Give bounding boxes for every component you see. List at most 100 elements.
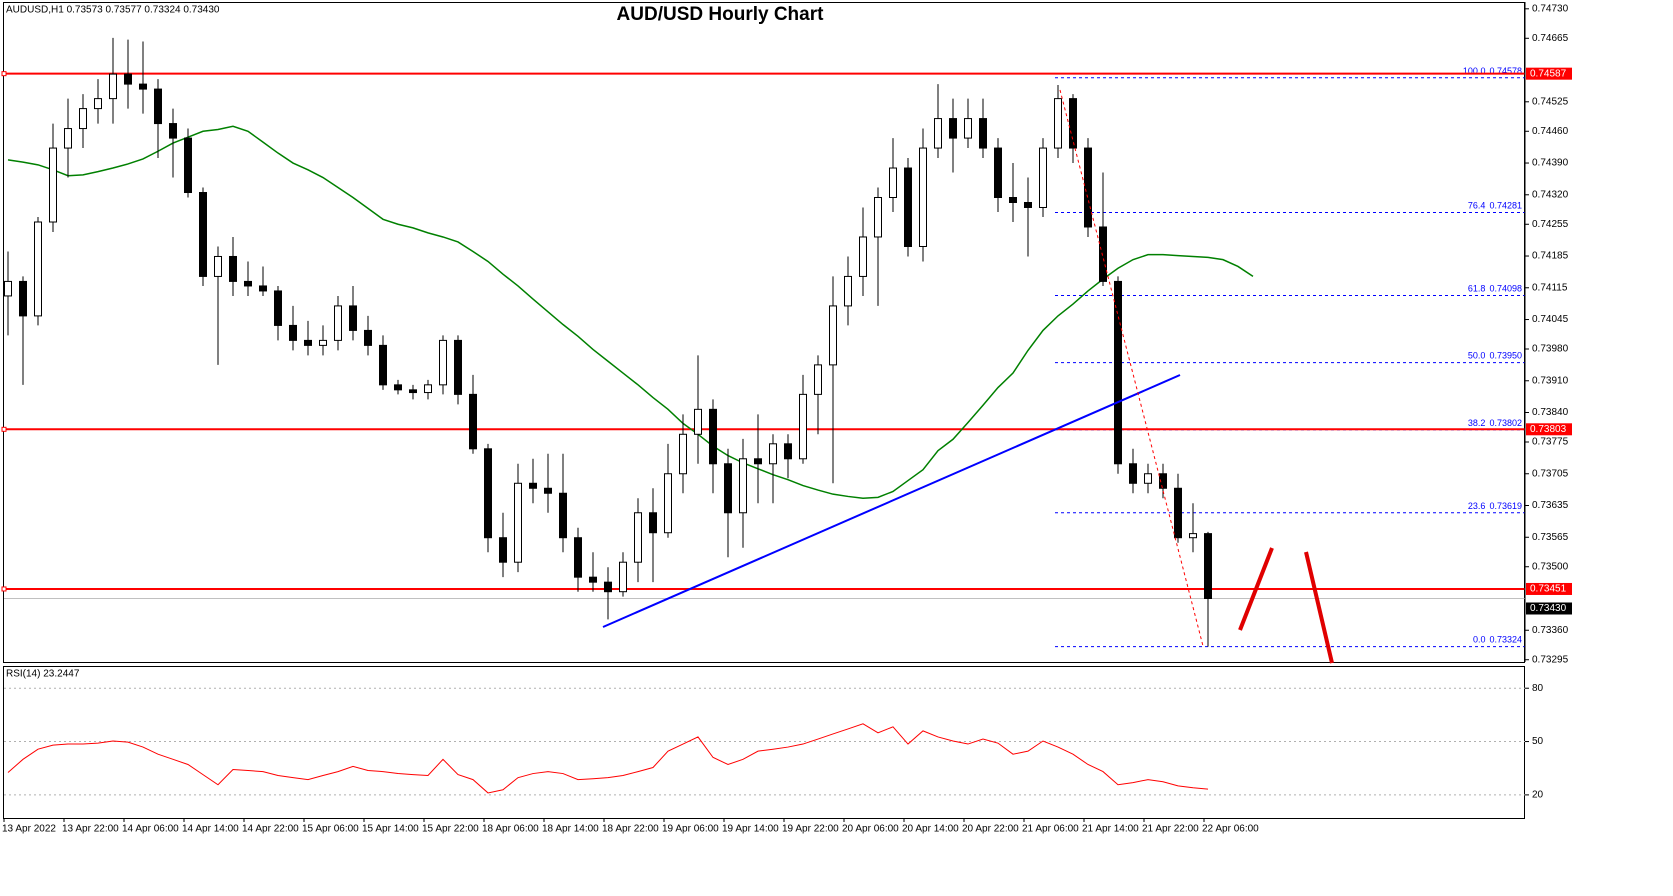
candle-body	[874, 197, 882, 238]
fib-price: 0.74281	[1489, 201, 1522, 211]
fib-ratio: 38.2	[1468, 418, 1486, 428]
current-price-box	[1526, 602, 1572, 615]
y-tick-label: 0.74665	[1532, 33, 1569, 44]
level-price-label: 0.73451	[1530, 584, 1567, 595]
fib-ratio: 50.0	[1468, 351, 1486, 361]
y-tick-label: 0.73295	[1532, 654, 1569, 665]
y-tick-label: 0.74045	[1532, 314, 1569, 325]
current-price-label: 0.73430	[1530, 603, 1567, 614]
candle-body	[1054, 98, 1062, 149]
arrow-up	[1238, 547, 1274, 631]
candle-body	[484, 448, 492, 539]
fib-label: 76.4 0.74281	[1468, 201, 1522, 211]
x-tick-label: 20 Apr 06:00	[842, 824, 899, 835]
candle-body	[769, 443, 777, 465]
candle-body	[439, 339, 447, 386]
candle-body	[664, 473, 672, 534]
candle-body	[1129, 463, 1137, 484]
candle-body	[949, 118, 957, 139]
x-tick-label: 22 Apr 06:00	[1202, 824, 1259, 835]
fib-label: 0.0 0.73324	[1473, 635, 1522, 645]
rsi-line	[7, 723, 1209, 794]
x-tick-label: 18 Apr 14:00	[542, 824, 599, 835]
x-tick-label: 15 Apr 14:00	[362, 824, 419, 835]
y-tick-label: 0.73705	[1532, 468, 1569, 479]
fib-ratio: 76.4	[1468, 201, 1486, 211]
candle-body	[139, 83, 147, 90]
x-tick-label: 13 Apr 2022	[2, 824, 56, 835]
candle-body	[844, 275, 852, 307]
fib-ratio: 23.6	[1468, 501, 1486, 511]
candle-body	[604, 581, 612, 593]
y-tick-label: 0.73775	[1532, 437, 1569, 448]
candle-body	[349, 305, 357, 331]
y-tick-label: 0.73840	[1532, 407, 1569, 418]
y-tick-label: 0.73635	[1532, 500, 1569, 511]
candle-body	[754, 458, 762, 465]
candle-body	[1174, 487, 1182, 539]
candle-body	[694, 408, 702, 435]
candle-body	[589, 576, 597, 583]
candle-body	[19, 280, 27, 317]
x-tick-label: 20 Apr 22:00	[962, 824, 1019, 835]
marks: 0.74730 0.74665 0.74525 0.74460 0.74390 0.743…	[1, 2, 1572, 835]
chart-title: AUD/USD Hourly Chart	[617, 4, 825, 25]
x-tick-label: 14 Apr 22:00	[242, 824, 299, 835]
candle-body	[559, 492, 567, 539]
fib-ratio: 100.0	[1463, 66, 1486, 76]
candle-body	[1189, 533, 1197, 539]
fib-price: 0.74578	[1489, 66, 1522, 76]
candle-body	[529, 482, 537, 489]
x-tick-label: 19 Apr 14:00	[722, 824, 779, 835]
candle-body	[1069, 98, 1077, 149]
level-price-box	[1526, 67, 1572, 80]
fib-price: 0.73802	[1489, 418, 1522, 428]
rsi-frame	[3, 666, 1525, 819]
rsi-label: RSI(14) 23.2447	[6, 669, 80, 680]
moving-average	[7, 125, 1254, 499]
y-tick-label: 80	[1532, 683, 1544, 694]
y-tick-label: 0.74390	[1532, 158, 1569, 169]
x-tick-label: 21 Apr 14:00	[1082, 824, 1139, 835]
candle-body	[214, 255, 222, 277]
candle-body	[184, 137, 192, 194]
y-tick-label: 0.74255	[1532, 219, 1569, 230]
candle-body	[109, 73, 117, 100]
candle-body	[274, 290, 282, 326]
y-tick-label: 0.74730	[1532, 3, 1569, 14]
arrow-down	[1304, 551, 1334, 664]
candle-body	[289, 324, 297, 341]
candle-body	[1039, 147, 1047, 208]
candle-body	[649, 512, 657, 534]
candle-body	[94, 98, 102, 110]
level-marker	[1, 71, 7, 77]
candle-body	[34, 221, 42, 317]
x-tick-label: 19 Apr 06:00	[662, 824, 719, 835]
candle-body	[1144, 473, 1152, 484]
candle-body	[829, 305, 837, 366]
candle-body	[739, 458, 747, 514]
candle-body	[1114, 280, 1122, 465]
candle-body	[904, 167, 912, 247]
x-tick-label: 19 Apr 22:00	[782, 824, 839, 835]
level-price-box	[1526, 423, 1572, 436]
candle-body	[799, 393, 807, 460]
level-price-box	[1526, 582, 1572, 595]
candle-body	[364, 329, 372, 346]
candle-body	[4, 280, 12, 297]
candle-body	[514, 482, 522, 563]
candle-body	[1084, 147, 1092, 228]
candle-body	[154, 88, 162, 125]
candle-body	[859, 236, 867, 277]
level-marker	[1, 426, 7, 432]
fib-label: 38.2 0.73802	[1468, 418, 1522, 428]
candle-body	[934, 118, 942, 149]
y-tick-label: 0.73910	[1532, 375, 1569, 386]
fib-label: 100.0 0.74578	[1463, 66, 1522, 76]
candle-body	[1159, 473, 1167, 489]
y-tick-label: 0.74525	[1532, 96, 1569, 107]
fib-price: 0.73324	[1489, 635, 1522, 645]
candle-body	[469, 393, 477, 450]
fib-label: 61.8 0.74098	[1468, 284, 1522, 294]
